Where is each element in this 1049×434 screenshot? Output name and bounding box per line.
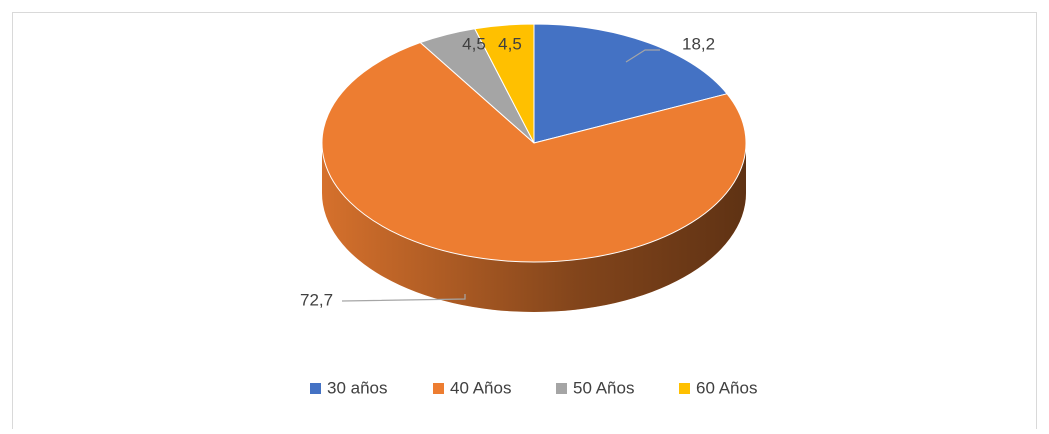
leader-line: [625, 49, 660, 63]
slice: [321, 41, 747, 263]
legend-swatch: [679, 383, 690, 394]
slice-side-shade: [322, 143, 746, 312]
slice: [474, 23, 535, 144]
data-label: 72,7: [300, 290, 333, 309]
legend-label: 40 Años: [450, 378, 511, 397]
legend-label: 30 años: [327, 378, 388, 397]
legend-swatch: [556, 383, 567, 394]
chart-frame: [12, 12, 1037, 434]
data-label: 4,5: [498, 34, 522, 53]
data-label: 4,5: [462, 34, 486, 53]
legend-swatch: [310, 383, 321, 394]
slice: [533, 23, 728, 144]
leader-line: [341, 294, 466, 302]
legend-label: 50 Años: [573, 378, 634, 397]
legend-label: 60 Años: [696, 378, 757, 397]
data-label: 18,2: [682, 34, 715, 53]
legend-swatch: [433, 383, 444, 394]
